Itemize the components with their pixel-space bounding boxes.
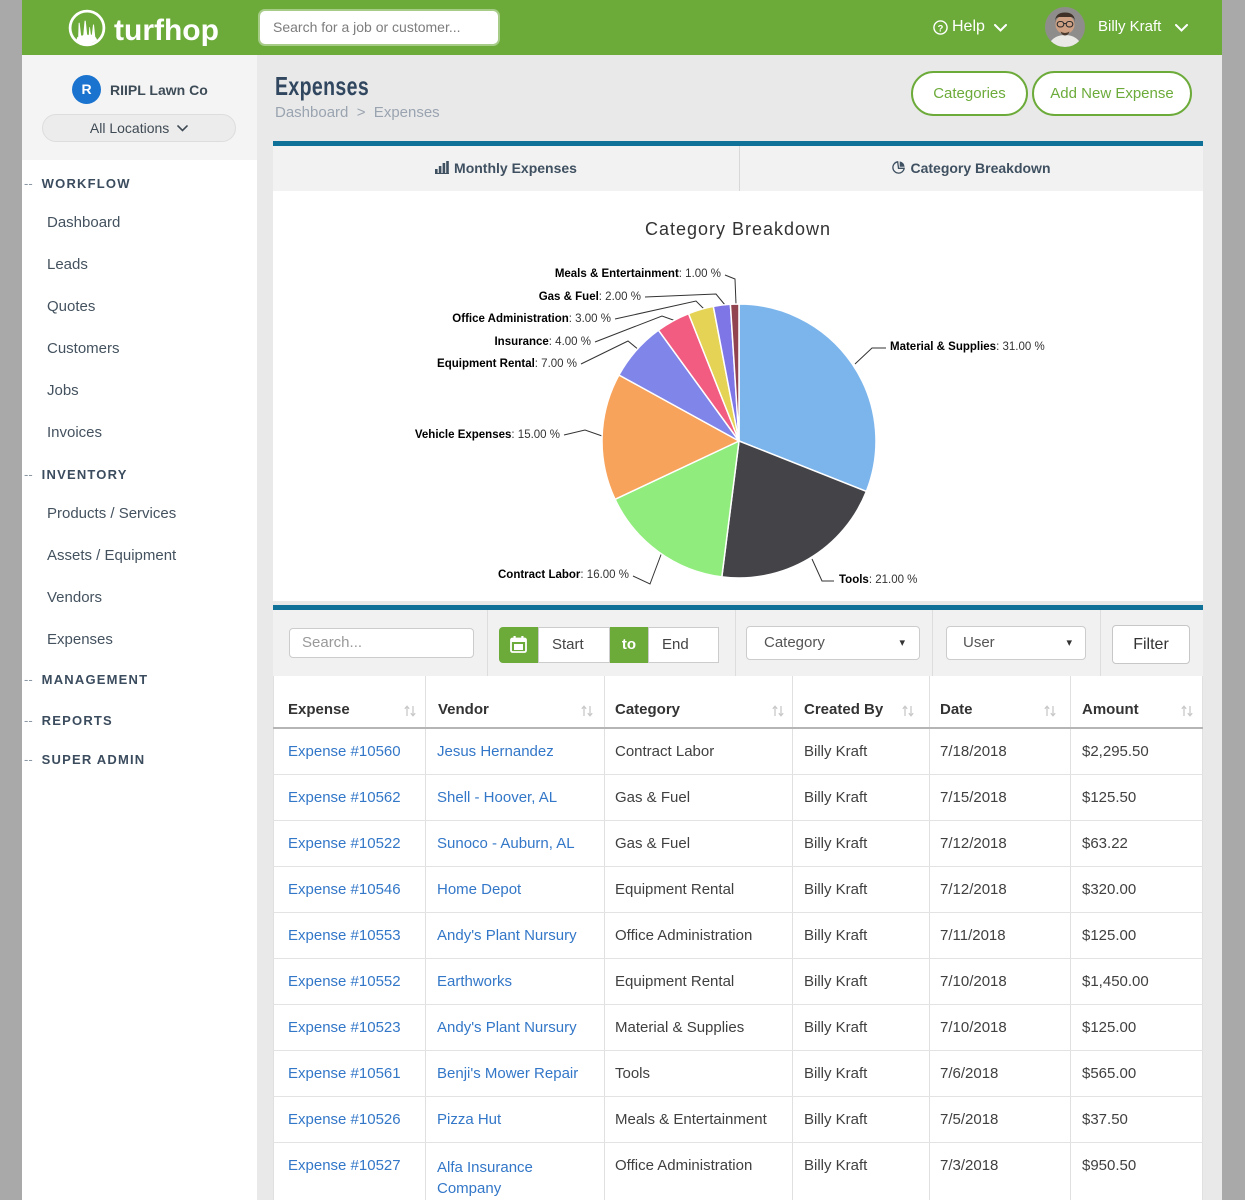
svg-text:?: ?: [938, 23, 944, 33]
